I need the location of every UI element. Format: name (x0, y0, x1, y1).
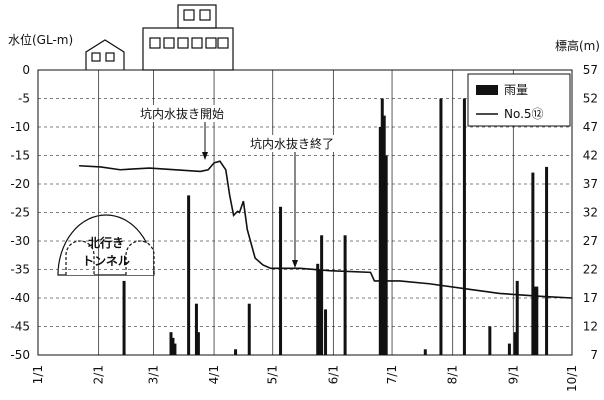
x-tick-label: 9/1 (506, 365, 520, 384)
rain-bar (123, 281, 126, 355)
rain-bar (173, 344, 176, 355)
rain-bar (344, 235, 347, 355)
legend-label: No.5⑫ (504, 107, 544, 121)
annotation-arrowhead (202, 152, 208, 160)
rain-bar (488, 327, 491, 356)
y-tick-label: -5 (18, 92, 30, 106)
rain-bar (248, 304, 251, 355)
y-tick-label: -50 (10, 348, 30, 362)
y2-axis-title: 標高(m) (555, 38, 600, 53)
y2-tick-label: 32 (583, 206, 598, 220)
x-tick-label: 6/1 (326, 365, 340, 384)
rain-bar (187, 195, 190, 355)
rain-bar (234, 349, 237, 355)
annotation: 坑内水抜き終了 (250, 136, 334, 151)
rain-bar (463, 99, 466, 356)
y2-tick-label: 12 (583, 320, 598, 334)
x-tick-label: 2/1 (92, 365, 106, 384)
x-tick-label: 4/1 (207, 365, 221, 384)
rain-bar (279, 207, 282, 355)
y-tick-label: -35 (10, 263, 30, 277)
y-tick-label: -40 (10, 291, 30, 305)
annotation-arrowhead (292, 260, 298, 268)
y-tick-label: -30 (10, 234, 30, 248)
y-axis-title: 水位(GL-m) (8, 32, 73, 47)
x-tick-label: 10/1 (565, 365, 579, 392)
y2-tick-label: 52 (583, 92, 598, 106)
x-tick-label: 7/1 (385, 365, 399, 384)
rain-bar (545, 167, 548, 355)
rain-bar (197, 332, 200, 355)
y-tick-label: -10 (10, 120, 30, 134)
legend-swatch (476, 85, 498, 95)
y2-tick-label: 22 (583, 263, 598, 277)
y2-tick-label: 7 (590, 348, 598, 362)
y2-tick-label: 57 (583, 63, 598, 77)
tunnel-label: トンネル (82, 254, 130, 268)
legend-label: 雨量 (504, 83, 528, 97)
y2-tick-label: 47 (583, 120, 598, 134)
y2-tick-label: 37 (583, 177, 598, 191)
buildings (86, 5, 233, 70)
x-tick-label: 5/1 (266, 365, 280, 384)
y-tick-label: 0 (22, 63, 30, 77)
x-tick-label: 8/1 (446, 365, 460, 384)
rain-bar (516, 281, 519, 355)
x-tick-label: 1/1 (31, 365, 45, 384)
y-tick-label: -45 (10, 320, 30, 334)
rain-bar (439, 99, 442, 356)
y2-tick-label: 17 (583, 291, 598, 305)
chart: 水位(GL-m) 標高(m) 0 -5 -10 -15 -20 -25 -30 -35 -40 -… (0, 0, 604, 400)
x-tick-label: 3/1 (146, 365, 160, 384)
y-tick-label: -15 (10, 149, 30, 163)
annotation: 坑内水抜き開始 (140, 106, 224, 121)
y2-tick-label: 27 (583, 234, 598, 248)
y-tick-label: -20 (10, 177, 30, 191)
rain-bar (320, 235, 323, 355)
rain-bar (424, 349, 427, 355)
rain-bar (385, 156, 388, 356)
rain-bar (508, 344, 511, 355)
y-tick-label: -25 (10, 206, 30, 220)
y2-tick-label: 42 (583, 149, 598, 163)
rain-bar (324, 309, 327, 355)
tunnel-label: 北行き (88, 235, 124, 250)
